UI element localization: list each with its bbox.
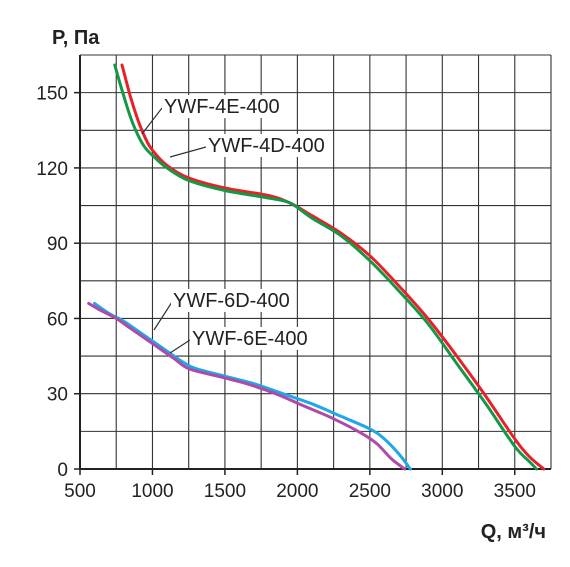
series-lines — [87, 63, 546, 471]
series-callouts: YWF-4E-400 YWF-4D-400 YWF-6D-400 YWF-6E-400 — [141, 95, 327, 354]
series-label-background — [206, 134, 327, 157]
series-label: YWF-4D-400 — [208, 135, 325, 157]
y-tick-label: 0 — [57, 460, 68, 481]
series-leader-line — [169, 339, 191, 354]
x-tick-label: 1000 — [131, 481, 173, 502]
series-leader-line — [141, 107, 163, 135]
series-label-background — [190, 327, 310, 350]
x-tick-label: 2500 — [349, 481, 391, 502]
x-tick-label: 3500 — [494, 481, 536, 502]
y-axis-label: P, Па — [52, 27, 100, 49]
series-leader-line — [153, 301, 173, 331]
x-axis-label: Q, м³/ч — [481, 521, 546, 543]
series-line-ywf-4d-400 — [113, 63, 538, 471]
series-label: YWF-4E-400 — [164, 96, 280, 118]
series-label: YWF-6D-400 — [173, 290, 290, 312]
y-tick-label: 60 — [47, 309, 68, 330]
series-label: YWF-6E-400 — [192, 328, 308, 350]
grid — [79, 54, 552, 470]
y-tick-label: 150 — [36, 84, 68, 105]
series-line-ywf-4e-400 — [120, 63, 546, 471]
tick-labels: 500 1000 1500 2000 2500 3000 3500 0 30 60 90 120 150 — [36, 84, 536, 502]
series-label-background — [171, 289, 292, 312]
y-tick-label: 120 — [36, 159, 68, 180]
x-tick-label: 1500 — [204, 481, 246, 502]
series-line-ywf-6e-400 — [87, 301, 407, 471]
series-label-background — [162, 95, 282, 118]
y-tick-label: 30 — [47, 385, 68, 406]
series-leader-line — [169, 146, 207, 158]
y-tick-label: 90 — [47, 234, 68, 255]
x-tick-label: 500 — [64, 481, 96, 502]
x-tick-label: 2000 — [276, 481, 318, 502]
series-line-ywf-6d-400 — [93, 301, 412, 471]
x-tick-label: 3000 — [421, 481, 463, 502]
